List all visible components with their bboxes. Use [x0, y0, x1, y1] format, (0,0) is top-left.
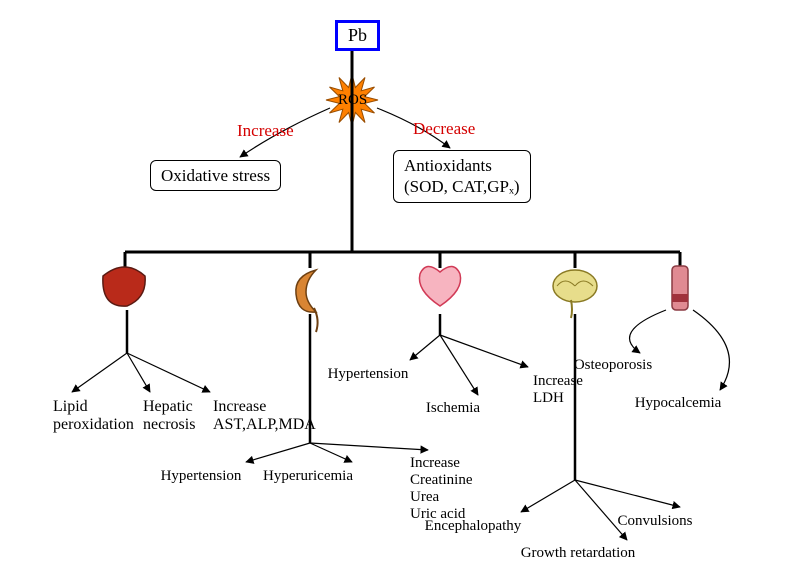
leaf-label: IncreaseCreatinineUreaUric acid — [410, 455, 472, 523]
kidney-icon — [296, 270, 316, 312]
leaf-label: Encephalopathy — [425, 518, 522, 535]
diagram-root: { "canvas": { "w": 785, "h": 585, "bg": … — [0, 0, 785, 585]
leaf-label: Ischemia — [426, 400, 480, 417]
leaf-label: Hypertension — [328, 366, 409, 383]
leaf-label: Osteoporosis — [574, 357, 652, 374]
node-oxidative-stress: Oxidative stress — [150, 160, 281, 191]
bone-icon — [672, 266, 688, 310]
leaf-label: Growth retardation — [521, 545, 636, 562]
leaf-label: Hyperuricemia — [263, 468, 353, 485]
edge-label-decrease: Decrease — [413, 119, 475, 139]
heart-icon — [419, 266, 460, 306]
leaf-label: Convulsions — [617, 513, 692, 530]
leaf-label: Hypertension — [161, 468, 242, 485]
node-antioxidants-l2: (SOD, CAT,GPₓ) — [404, 177, 520, 196]
leaf-label: IncreaseLDH — [533, 373, 583, 407]
leaf-label: Lipidperoxidation — [53, 398, 134, 434]
node-pb-label: Pb — [348, 25, 367, 45]
node-ros-label: ROS — [338, 92, 367, 109]
edge-label-increase: Increase — [237, 121, 294, 141]
node-oxidative-stress-label: Oxidative stress — [161, 166, 270, 185]
node-pb: Pb — [335, 20, 380, 51]
leaf-label: Hepaticnecrosis — [143, 398, 195, 434]
node-antioxidants: Antioxidants (SOD, CAT,GPₓ) — [393, 150, 531, 203]
liver-icon — [103, 267, 145, 306]
leaf-label: IncreaseAST,ALP,MDA — [213, 398, 316, 434]
leaf-label: Hypocalcemia — [635, 395, 722, 412]
node-antioxidants-l1: Antioxidants — [404, 156, 492, 175]
connector-layer — [0, 0, 785, 585]
